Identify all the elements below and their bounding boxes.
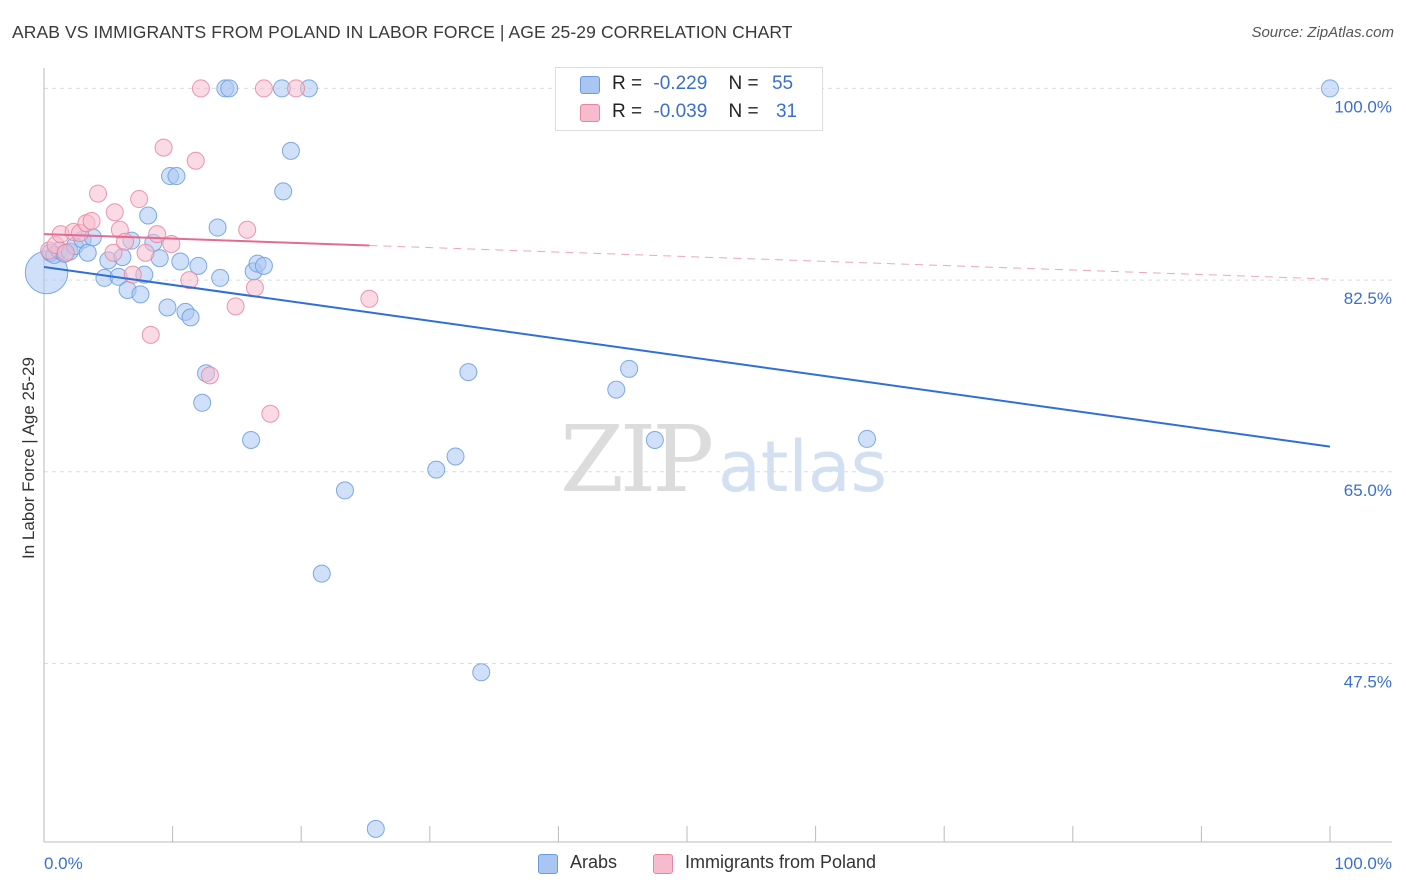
data-point-arabs: [158, 298, 177, 317]
data-point-poland: [200, 366, 219, 385]
data-point-poland: [89, 184, 108, 203]
data-point-poland: [56, 243, 75, 262]
y-tick-label: 100.0%: [1334, 97, 1392, 116]
stats-r-label: R =: [612, 101, 643, 122]
source-label: Source: ZipAtlas.com: [1251, 24, 1394, 41]
trend-line-arabs: [43, 265, 1331, 448]
data-point-poland: [254, 79, 273, 98]
data-point-arabs: [220, 79, 239, 98]
data-point-arabs: [620, 359, 639, 378]
stats-box: R = -0.229 N = 55 R = -0.039 N = 31: [555, 67, 823, 131]
grid-lines: [44, 87, 1392, 664]
data-point-poland: [136, 243, 155, 262]
data-point-poland: [180, 271, 199, 290]
data-point-arabs: [254, 256, 273, 275]
data-point-poland: [104, 243, 123, 262]
legend-label-poland: Immigrants from Poland: [685, 852, 877, 872]
data-point-poland: [154, 138, 173, 157]
x-tick-label-max: 100.0%: [1334, 854, 1392, 873]
data-point-arabs: [167, 167, 186, 186]
data-point-poland: [141, 325, 160, 344]
trend-line-poland-extension: [369, 244, 1331, 280]
y-tick-label: 65.0%: [1344, 481, 1392, 500]
data-point-poland: [130, 190, 149, 209]
tick-labels: 100.0% 82.5% 65.0% 47.5% 0.0% 100.0%: [44, 97, 1392, 873]
stats-text-arabs: R = -0.229 N = 55: [612, 73, 793, 95]
data-point-arabs: [181, 308, 200, 327]
data-point-poland: [245, 278, 264, 297]
data-point-poland: [360, 289, 379, 308]
data-point-arabs: [274, 182, 293, 201]
data-point-arabs: [171, 252, 190, 271]
axes: [43, 68, 1392, 843]
data-point-arabs: [208, 218, 227, 237]
data-point-poland: [82, 211, 101, 230]
data-point-arabs: [858, 429, 877, 448]
trend-lines: [43, 233, 1331, 448]
data-point-arabs: [281, 141, 300, 160]
stats-swatch-arabs: [580, 76, 600, 94]
stats-text-poland: R = -0.039 N = 31: [612, 101, 797, 123]
data-point-poland: [287, 79, 306, 98]
data-point-poland: [162, 234, 181, 253]
data-point-arabs: [193, 393, 212, 412]
data-point-arabs: [366, 819, 385, 838]
data-point-arabs: [472, 663, 491, 682]
data-point-arabs: [131, 285, 150, 304]
legend-swatch-poland: [653, 854, 673, 874]
watermark: ZIP atlas: [560, 406, 887, 513]
y-tick-label: 82.5%: [1344, 289, 1392, 308]
stats-r-label: R =: [612, 73, 643, 94]
data-point-poland: [226, 297, 245, 316]
stats-n-value: 31: [775, 101, 798, 122]
data-point-arabs: [427, 460, 446, 479]
data-point-arabs: [211, 268, 230, 287]
data-point-arabs: [335, 481, 354, 500]
data-point-arabs: [78, 243, 97, 262]
stats-r-value: -0.039: [653, 101, 708, 122]
data-point-arabs: [446, 447, 465, 466]
data-point-arabs: [1321, 79, 1339, 98]
data-point-poland: [186, 151, 205, 170]
data-point-poland: [238, 220, 257, 239]
data-point-arabs: [607, 380, 626, 399]
data-point-arabs: [139, 206, 158, 225]
stats-r-value: -0.229: [653, 73, 708, 94]
stats-n-value: 55: [771, 73, 794, 94]
watermark-zip: ZIP: [560, 406, 711, 513]
stats-n-label: N =: [728, 101, 759, 122]
data-point-arabs: [189, 256, 208, 275]
stats-n-label: N =: [728, 73, 759, 94]
data-point-poland: [191, 79, 210, 98]
y-tick-label: 47.5%: [1344, 672, 1392, 691]
stats-swatch-poland: [580, 104, 600, 122]
trend-line-poland: [43, 233, 370, 247]
chart-title: ARAB VS IMMIGRANTS FROM POLAND IN LABOR …: [12, 22, 793, 42]
data-point-arabs: [312, 564, 331, 583]
data-point-poland: [148, 225, 167, 244]
legend-label-arabs: Arabs: [570, 852, 618, 872]
legend-swatch-arabs: [538, 854, 558, 874]
data-point-arabs: [459, 363, 478, 382]
x-tick-label-min: 0.0%: [44, 854, 83, 873]
data-point-poland: [105, 203, 124, 222]
data-point-arabs: [242, 431, 261, 450]
data-point-arabs: [645, 431, 664, 450]
data-point-poland: [261, 404, 280, 423]
